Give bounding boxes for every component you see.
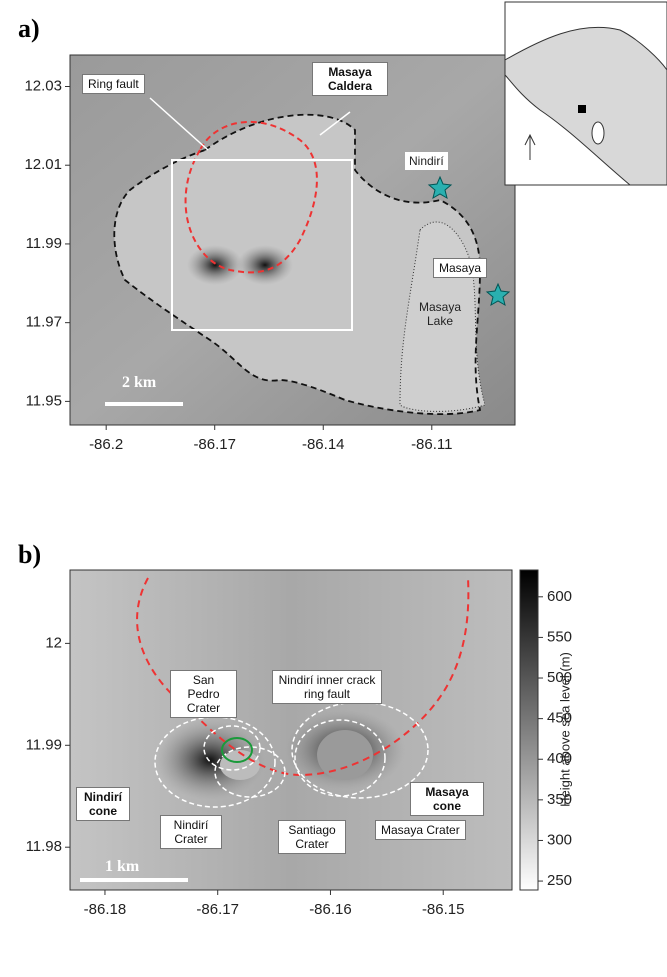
x-tick-label: -86.16 [309, 901, 352, 918]
annotation: Nindirí Crater [160, 815, 222, 849]
y-tick-label: 11.97 [26, 314, 62, 331]
y-tick-label: 11.95 [26, 392, 62, 409]
annotation: San Pedro Crater [170, 670, 237, 718]
scale-label: 2 km [122, 374, 157, 391]
y-tick-label: 11.99 [26, 736, 62, 753]
panel-label: a) [18, 14, 40, 43]
y-tick-label: 12.01 [24, 156, 62, 173]
annotation: Masaya [433, 258, 488, 278]
annotation: Nindirí [405, 152, 448, 170]
annotation: Nindirí cone [76, 787, 130, 821]
colorbar-label: Height above sea level (m) [557, 652, 573, 807]
map-a: -86.2 -86.17 -86.14 -86.11 12.03 12.01 11.99 11… [24, 54, 516, 453]
colorbar-tick-label: 450 [547, 710, 572, 727]
annotation: Ring fault [82, 74, 145, 94]
colorbar-tick-label: 550 [547, 628, 572, 645]
x-tick-label: -86.11 [411, 436, 452, 453]
colorbar-tick-label: 600 [547, 588, 572, 605]
panel-label: b) [18, 540, 42, 569]
inset-map [504, 1, 667, 186]
x-tick-label: -86.15 [422, 901, 465, 918]
x-tick-label: -86.14 [302, 436, 345, 453]
annotation: Masaya Caldera [312, 62, 388, 96]
y-tick-label: 11.99 [26, 235, 62, 252]
annotation: Nindirí inner crack ring fault [272, 670, 382, 704]
y-tick-label: 12 [45, 634, 62, 651]
y-tick-label: 12.03 [24, 77, 62, 94]
colorbar-tick-label: 250 [547, 872, 572, 889]
annotation: Masaya Lake [418, 300, 462, 328]
x-tick-label: -86.18 [84, 901, 127, 918]
colorbar-tick-label: 350 [547, 791, 572, 808]
annotation: Masaya Crater [375, 820, 466, 840]
scale-label: 1 km [105, 858, 140, 875]
x-tick-label: -86.17 [196, 901, 239, 918]
colorbar-tick-label: 400 [547, 750, 572, 767]
x-tick-label: -86.2 [89, 436, 123, 453]
colorbar-tick-label: 500 [547, 669, 572, 686]
colorbar-tick-label: 300 [547, 831, 572, 848]
annotation: Masaya cone [410, 782, 484, 816]
x-tick-label: -86.17 [193, 436, 236, 453]
annotation: Santiago Crater [278, 820, 346, 854]
y-tick-label: 11.98 [26, 838, 62, 855]
